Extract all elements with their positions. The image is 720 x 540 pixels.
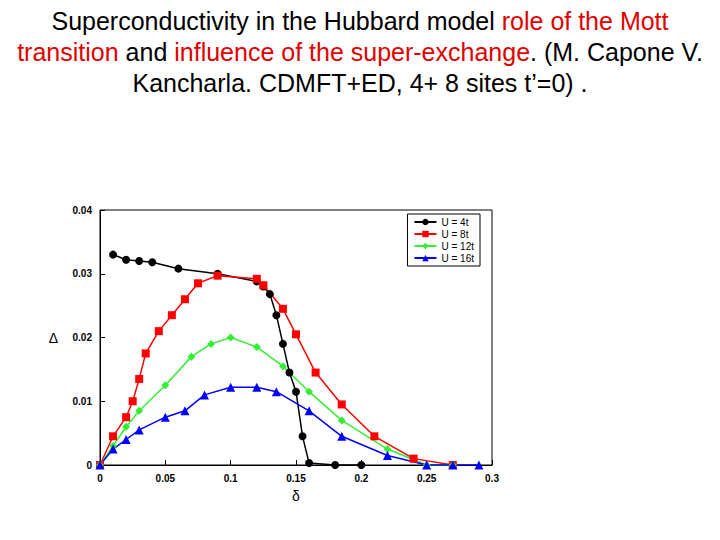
svg-text:0.01: 0.01 <box>73 396 93 407</box>
svg-text:0.03: 0.03 <box>73 268 93 279</box>
svg-text:U = 16t: U = 16t <box>441 253 474 264</box>
svg-text:U = 8t: U = 8t <box>441 229 468 240</box>
svg-text:0.15: 0.15 <box>286 473 306 484</box>
svg-text:0: 0 <box>86 460 92 471</box>
svg-text:0.02: 0.02 <box>73 332 93 343</box>
svg-text:0.1: 0.1 <box>224 473 238 484</box>
svg-text:Δ: Δ <box>49 330 58 346</box>
svg-text:U = 4t: U = 4t <box>441 217 468 228</box>
svg-text:0: 0 <box>97 473 103 484</box>
svg-text:U = 12t: U = 12t <box>441 241 474 252</box>
svg-text:0.05: 0.05 <box>156 473 176 484</box>
svg-text:δ: δ <box>292 488 300 504</box>
svg-text:0.25: 0.25 <box>417 473 437 484</box>
html-text:Superconductivity in the Hubba: Superconductivity in the Hubbard model r… <box>17 7 703 97</box>
svg-text:0.04: 0.04 <box>73 205 93 216</box>
svg-text:0.2: 0.2 <box>354 473 368 484</box>
svg-text:0.3: 0.3 <box>485 473 499 484</box>
